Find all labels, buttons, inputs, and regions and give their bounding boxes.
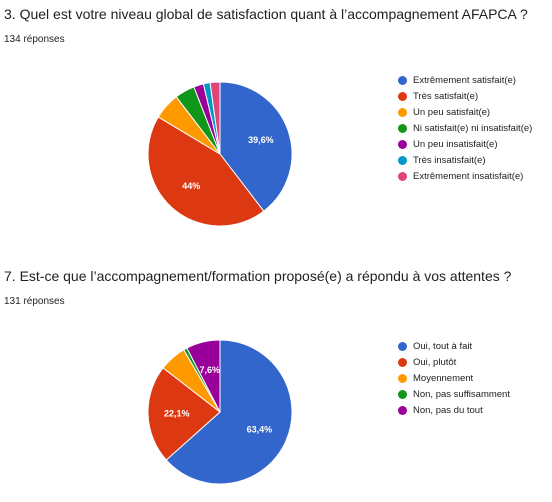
- legend-dot-icon: [398, 389, 407, 399]
- pie-chart: 39,6% 44%: [147, 81, 293, 227]
- legend-dot-icon: [398, 341, 407, 351]
- chart-legend: Extrêmement satisfait(e) Très satisfait(e…: [398, 72, 532, 184]
- legend-label: Moyennement: [413, 372, 474, 384]
- legend-dot-icon: [398, 139, 407, 149]
- legend-item: Non, pas du tout: [398, 402, 510, 418]
- legend-item: Un peu satisfait(e): [398, 104, 532, 120]
- legend-dot-icon: [398, 91, 407, 101]
- slice-label: 44%: [182, 181, 200, 191]
- question-title: 7. Est-ce que l’accompagnement/formation…: [4, 268, 512, 284]
- legend-item: Extrêmement insatisfait(e): [398, 168, 532, 184]
- pie-slice-2: [147, 116, 265, 227]
- legend-item: Ni satisfait(e) ni insatisfait(e): [398, 120, 532, 136]
- pie-chart: 63,4% 22,1% 7,6%: [147, 339, 293, 485]
- legend-item: Extrêmement satisfait(e): [398, 72, 532, 88]
- legend-label: Un peu satisfait(e): [413, 106, 491, 118]
- question-title: 3. Quel est votre niveau global de satis…: [4, 6, 528, 22]
- legend-label: Ni satisfait(e) ni insatisfait(e): [413, 122, 533, 134]
- slice-label: 39,6%: [248, 135, 274, 145]
- legend-label: Non, pas du tout: [413, 404, 483, 416]
- legend-label: Oui, plutôt: [413, 356, 457, 368]
- legend-label: Extrêmement insatisfait(e): [413, 170, 524, 182]
- legend-item: Non, pas suffisamment: [398, 386, 510, 402]
- legend-item: Très insatisfait(e): [398, 152, 532, 168]
- slice-label: 63,4%: [247, 425, 273, 435]
- legend-item: Oui, tout à fait: [398, 338, 510, 354]
- legend-item: Moyennement: [398, 370, 510, 386]
- legend-label: Non, pas suffisamment: [413, 388, 510, 400]
- response-count: 134 réponses: [4, 34, 65, 45]
- legend-item: Un peu insatisfait(e): [398, 136, 532, 152]
- pie-slice-1: [165, 339, 293, 485]
- legend-label: Un peu insatisfait(e): [413, 138, 498, 150]
- legend-dot-icon: [398, 75, 407, 85]
- slice-label: 22,1%: [164, 409, 190, 419]
- legend-dot-icon: [398, 373, 407, 383]
- legend-dot-icon: [398, 405, 407, 415]
- slice-label: 7,6%: [200, 365, 221, 375]
- legend-label: Extrêmement satisfait(e): [413, 74, 516, 86]
- pie-slice-1: [219, 81, 293, 212]
- legend-item: Oui, plutôt: [398, 354, 510, 370]
- legend-dot-icon: [398, 123, 407, 133]
- legend-label: Très satisfait(e): [413, 90, 479, 102]
- legend-item: Très satisfait(e): [398, 88, 532, 104]
- legend-label: Très insatisfait(e): [413, 154, 486, 166]
- legend-dot-icon: [398, 171, 407, 181]
- pie-slice-7: [209, 81, 221, 155]
- legend-dot-icon: [398, 357, 407, 367]
- pie-slice-2: [147, 367, 221, 461]
- question-3: 3. Quel est votre niveau global de satis…: [0, 0, 552, 240]
- legend-dot-icon: [398, 155, 407, 165]
- pie-slice-5: [186, 339, 221, 413]
- chart-legend: Oui, tout à fait Oui, plutôt Moyennement No…: [398, 338, 510, 418]
- legend-label: Oui, tout à fait: [413, 340, 473, 352]
- legend-dot-icon: [398, 107, 407, 117]
- question-7: 7. Est-ce que l’accompagnement/formation…: [0, 262, 552, 502]
- response-count: 131 réponses: [4, 296, 65, 307]
